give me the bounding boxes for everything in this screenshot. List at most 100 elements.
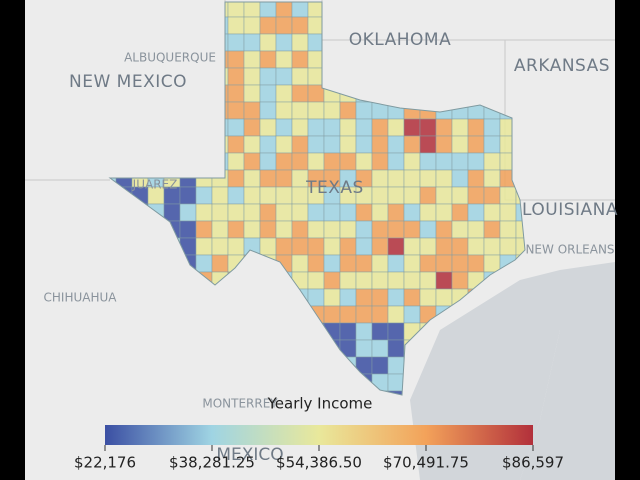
county (435, 152, 453, 171)
county (483, 152, 501, 171)
county (467, 118, 485, 137)
county (467, 254, 485, 273)
county (339, 203, 357, 222)
county (291, 84, 309, 103)
county (419, 254, 437, 273)
county (291, 237, 309, 256)
legend-bar (105, 425, 533, 445)
county (323, 271, 341, 290)
map-label: TEXAS (305, 178, 364, 198)
map-label: NEW MEXICO (69, 72, 187, 92)
county (355, 152, 373, 171)
county (483, 203, 501, 222)
county (371, 118, 389, 137)
county (323, 254, 341, 273)
county (243, 67, 261, 86)
county (259, 118, 277, 137)
county (275, 67, 293, 86)
county (467, 152, 485, 171)
county (355, 135, 373, 154)
legend-tick-label: $86,597 (502, 454, 564, 472)
county (323, 101, 341, 120)
county (339, 135, 357, 154)
county (387, 220, 405, 239)
texas-outline (108, 1, 526, 396)
county (307, 101, 325, 120)
county (179, 186, 197, 205)
county (243, 186, 261, 205)
county (371, 220, 389, 239)
county (259, 67, 277, 86)
county (179, 203, 197, 222)
county (371, 237, 389, 256)
county (387, 322, 405, 341)
county (483, 169, 501, 188)
county (355, 220, 373, 239)
county (275, 220, 293, 239)
county (243, 33, 261, 52)
county (259, 152, 277, 171)
county (291, 254, 309, 273)
county (435, 237, 453, 256)
county (355, 101, 373, 120)
legend-tick-label: $22,176 (74, 454, 136, 472)
county (467, 186, 485, 205)
county (435, 220, 453, 239)
county (435, 169, 453, 188)
county (451, 186, 469, 205)
county (355, 118, 373, 137)
county (451, 118, 469, 137)
county (355, 237, 373, 256)
county (291, 16, 309, 35)
county (275, 84, 293, 103)
county (371, 305, 389, 324)
county (483, 220, 501, 239)
county (339, 220, 357, 239)
county (403, 169, 421, 188)
county (275, 16, 293, 35)
county (275, 186, 293, 205)
county (499, 237, 517, 256)
county (371, 254, 389, 273)
county (307, 203, 325, 222)
county (467, 220, 485, 239)
county (259, 169, 277, 188)
county (371, 135, 389, 154)
county (243, 101, 261, 120)
county (275, 2, 293, 18)
county (355, 271, 373, 290)
county (451, 271, 469, 290)
legend-tick-label: $38,281.25 (169, 454, 255, 472)
county (403, 135, 421, 154)
county (339, 118, 357, 137)
county (195, 254, 213, 273)
county (355, 203, 373, 222)
county (211, 220, 229, 239)
county (339, 288, 357, 307)
county (163, 203, 181, 222)
map-label: JUAREZ (132, 178, 178, 192)
county (435, 203, 453, 222)
map-label: ALBUQUERQUE (124, 51, 216, 65)
county (275, 169, 293, 188)
map-label: CHIHUAHUA (44, 291, 118, 305)
county (195, 237, 213, 256)
county (307, 135, 325, 154)
county (243, 16, 261, 35)
county (419, 118, 437, 137)
county (211, 203, 229, 222)
county (483, 237, 501, 256)
county (371, 152, 389, 171)
county (323, 152, 341, 171)
county (227, 84, 245, 103)
county (275, 135, 293, 154)
county (387, 288, 405, 307)
county (339, 305, 357, 324)
county (307, 254, 325, 273)
county (307, 152, 325, 171)
county (307, 220, 325, 239)
county (419, 169, 437, 188)
county (275, 118, 293, 137)
county (467, 203, 485, 222)
